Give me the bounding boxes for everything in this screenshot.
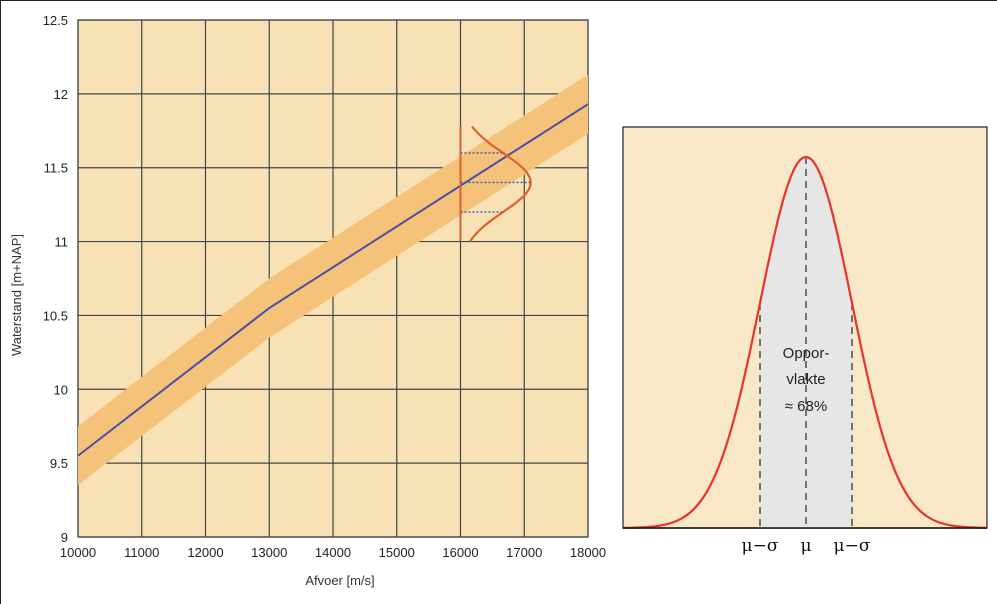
x-tick-label: 10000 <box>60 545 96 560</box>
y-tick-label: 10 <box>54 382 68 397</box>
x-label-mu-minus-sigma-left: μ−σ <box>742 536 779 556</box>
y-axis-label: Waterstand [m+NAP] <box>9 234 24 356</box>
normal-curve <box>623 155 987 529</box>
area-annotation-line-2: vlakte <box>786 371 825 388</box>
area-annotation-line-1: Oppor- <box>783 345 830 362</box>
density-curve <box>469 125 532 243</box>
x-tick-label: 13000 <box>251 545 287 560</box>
x-tick-label: 14000 <box>315 545 351 560</box>
x-tick-label: 12000 <box>187 545 223 560</box>
y-tick-label: 11.5 <box>44 161 68 176</box>
area-annotation-line-3: ≈ 68% <box>785 398 827 415</box>
y-tick-label: 9.5 <box>50 456 68 471</box>
y-tick-label: 9 <box>61 530 68 545</box>
y-tick-label: 11 <box>55 235 69 250</box>
y-tick-label: 12 <box>54 87 68 102</box>
plot-border <box>77 19 589 538</box>
x-tick-label: 11000 <box>124 545 159 560</box>
y-tick-label: 10.5 <box>43 308 68 323</box>
x-axis-label: Afvoer [m/s] <box>305 573 374 588</box>
x-label-mu-minus-sigma-right: μ−σ <box>834 536 871 556</box>
y-tick-label: 12.5 <box>43 13 68 28</box>
x-tick-label: 16000 <box>442 545 478 560</box>
rating-curve-line <box>77 103 589 457</box>
x-tick-label: 18000 <box>570 545 606 560</box>
x-label-mu: μ <box>800 536 811 556</box>
x-tick-label: 15000 <box>379 545 415 560</box>
x-tick-label: 17000 <box>506 545 542 560</box>
